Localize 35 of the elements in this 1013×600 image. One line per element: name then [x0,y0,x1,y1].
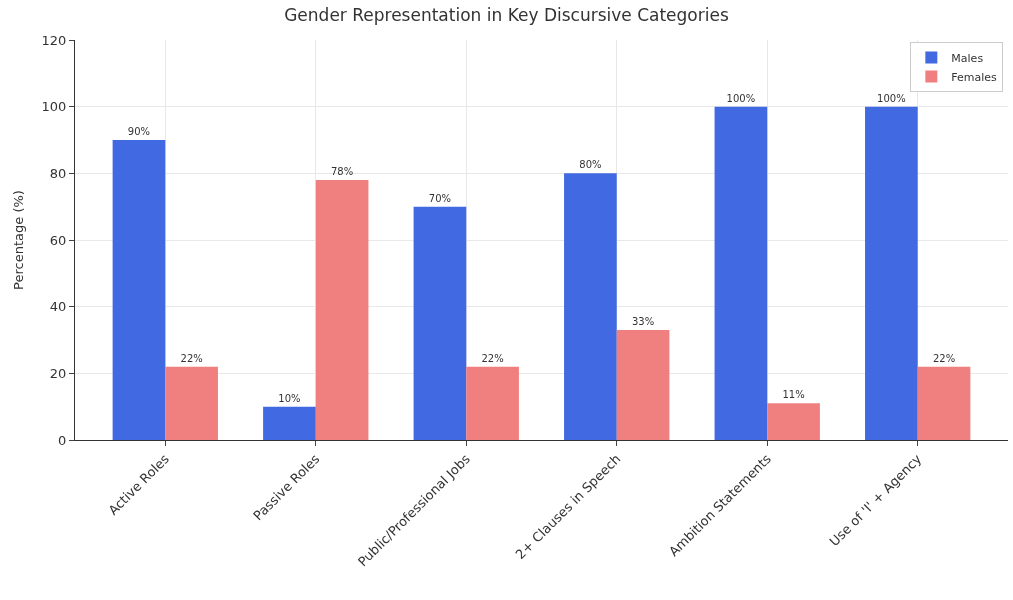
chart-title: Gender Representation in Key Discursive Categories [284,4,729,25]
y-tick-label: 80 [49,165,67,181]
bar [767,403,820,440]
data-label: 10% [278,392,301,404]
legend-label: Males [951,51,984,65]
y-tick-label: 60 [49,232,67,248]
y-tick-label: 100 [41,99,67,115]
bar [263,406,316,440]
bar [413,206,467,440]
bar [315,180,369,440]
data-label: 22% [180,352,203,364]
bar [714,106,768,440]
y-tick-label: 0 [58,432,67,448]
data-label: 90% [127,126,151,137]
data-label: 22% [932,352,956,364]
data-label: 33% [631,316,655,327]
y-tick-label: 120 [41,32,67,48]
data-label: 100% [877,92,906,104]
bar [466,366,519,440]
bar [165,366,218,440]
bar [112,140,166,440]
legend-label: Females [951,70,998,84]
bar [917,366,971,440]
y-tick-label: 20 [49,365,67,381]
y-tick-label: 40 [49,299,67,315]
data-label: 78% [330,166,354,177]
bar [616,330,670,440]
bar [865,106,918,440]
data-label: 70% [428,192,452,204]
data-label: 80% [579,159,602,171]
data-label: 11% [782,389,805,401]
data-label: 22% [481,352,504,364]
data-label: 100% [726,92,756,104]
y-axis-title: Percentage (%) [10,190,26,290]
bar [564,173,617,440]
